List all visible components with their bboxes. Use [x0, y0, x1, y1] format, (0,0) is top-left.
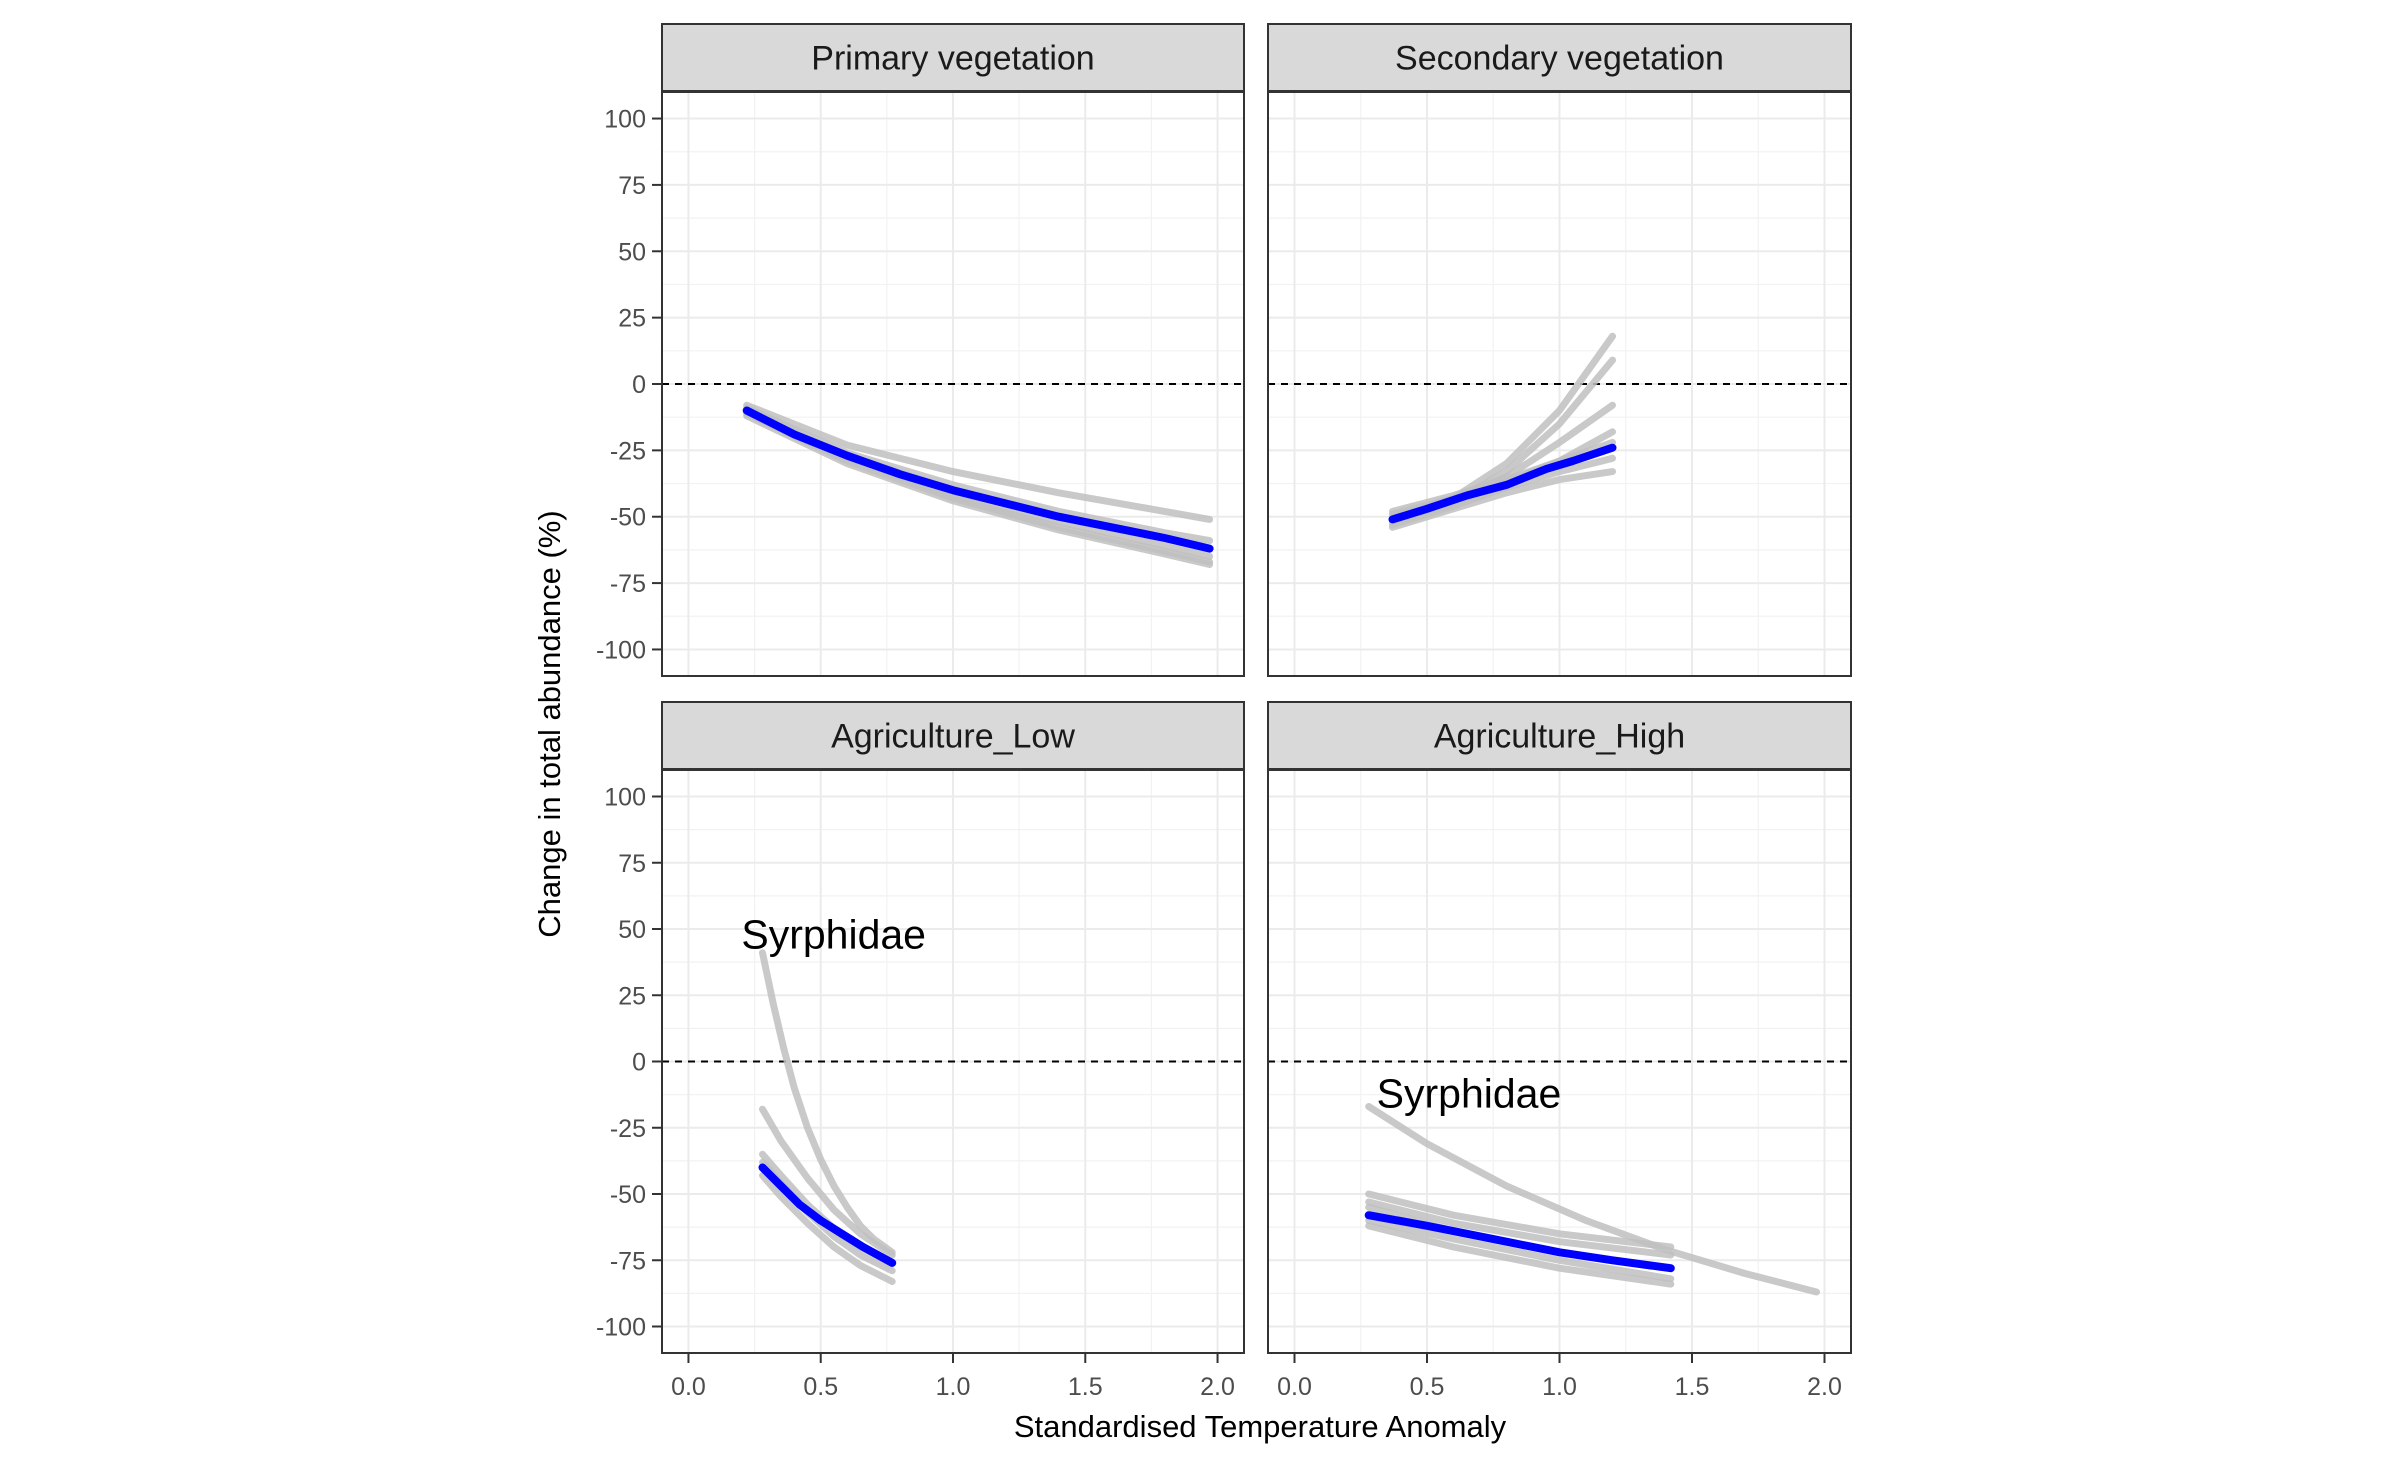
- y-tick-label: 0: [632, 371, 646, 399]
- y-tick-label: 50: [618, 916, 646, 944]
- strip-background: [661, 701, 1245, 770]
- y-tick-label: 50: [618, 238, 646, 266]
- annotation-label: Syrphidae: [1377, 1070, 1562, 1116]
- y-tick-label: 0: [632, 1049, 646, 1077]
- panel-4: Agriculture_High Syrphidae 0.0 0.5 1.0 1.5 2.0: [1267, 701, 1852, 1401]
- series-line-main: [758, 1163, 897, 1267]
- x-tick-label: 1.5: [1068, 1373, 1103, 1401]
- y-tick-label: -100: [596, 636, 646, 664]
- strip-label: Primary vegetation: [811, 40, 1094, 78]
- panel-3: Agriculture_Low Syrphidae 100 75 50 25 0 -25 -50…: [596, 701, 1245, 1401]
- series-line-other: [1365, 1103, 1820, 1296]
- series-line-other: [759, 1105, 896, 1259]
- y-tick-label: 75: [618, 172, 646, 200]
- x-axis-title: Standardised Temperature Anomaly: [1014, 1409, 1507, 1444]
- y-tick-label: 25: [618, 305, 646, 333]
- x-tick-label: 1.0: [1542, 1373, 1577, 1401]
- y-tick-label: -25: [610, 1115, 646, 1143]
- x-tick-label: 0.5: [803, 1373, 838, 1401]
- y-tick-label: -75: [610, 1247, 646, 1275]
- panel-1: Primary vegetation 100 75 50 25 0 -25 -50 -75 -10…: [596, 23, 1245, 677]
- x-tick-label: 1.5: [1675, 1373, 1710, 1401]
- strip-label: Agriculture_Low: [831, 718, 1075, 756]
- y-tick-label: -25: [610, 437, 646, 465]
- x-tick-label: 0.0: [1277, 1373, 1312, 1401]
- series-line-other: [1365, 1222, 1675, 1288]
- strip-label: Secondary vegetation: [1395, 40, 1724, 78]
- series-line-main: [1388, 443, 1617, 524]
- series-line-main: [1364, 1211, 1675, 1273]
- y-tick-label: -50: [610, 504, 646, 532]
- strip-background: [661, 23, 1245, 92]
- x-tick-label: 2.0: [1807, 1373, 1842, 1401]
- series-line-other: [759, 949, 896, 1256]
- series-line-main: [742, 406, 1214, 553]
- annotation-label: Syrphidae: [741, 911, 926, 957]
- x-tick-label: 0.0: [671, 1373, 706, 1401]
- y-tick-label: 100: [604, 106, 646, 134]
- series-line-other: [1365, 1190, 1675, 1251]
- series-line-other: [743, 401, 1214, 523]
- y-tick-label: -75: [610, 570, 646, 598]
- y-tick-label: 75: [618, 850, 646, 878]
- y-axis-title: Change in total abundance (%): [532, 510, 567, 937]
- x-tick-label: 1.0: [936, 1373, 971, 1401]
- y-tick-label: -50: [610, 1181, 646, 1209]
- series-line-other: [1389, 438, 1616, 515]
- y-tick-label: 100: [604, 784, 646, 812]
- strip-background: [1267, 701, 1852, 770]
- series-line-other: [759, 1172, 896, 1285]
- x-tick-label: 2.0: [1200, 1373, 1235, 1401]
- y-tick-label: -100: [596, 1314, 646, 1342]
- x-tick-label: 0.5: [1410, 1373, 1445, 1401]
- series-line-other: [1365, 1217, 1675, 1283]
- y-tick-label: 25: [618, 982, 646, 1010]
- series-line-other: [1389, 468, 1616, 531]
- panel-border: [1267, 91, 1852, 677]
- strip-label: Agriculture_High: [1434, 718, 1685, 756]
- series-line-other: [1365, 1198, 1675, 1259]
- panel-2: Secondary vegetation: [1267, 23, 1852, 677]
- strip-background: [1267, 23, 1852, 92]
